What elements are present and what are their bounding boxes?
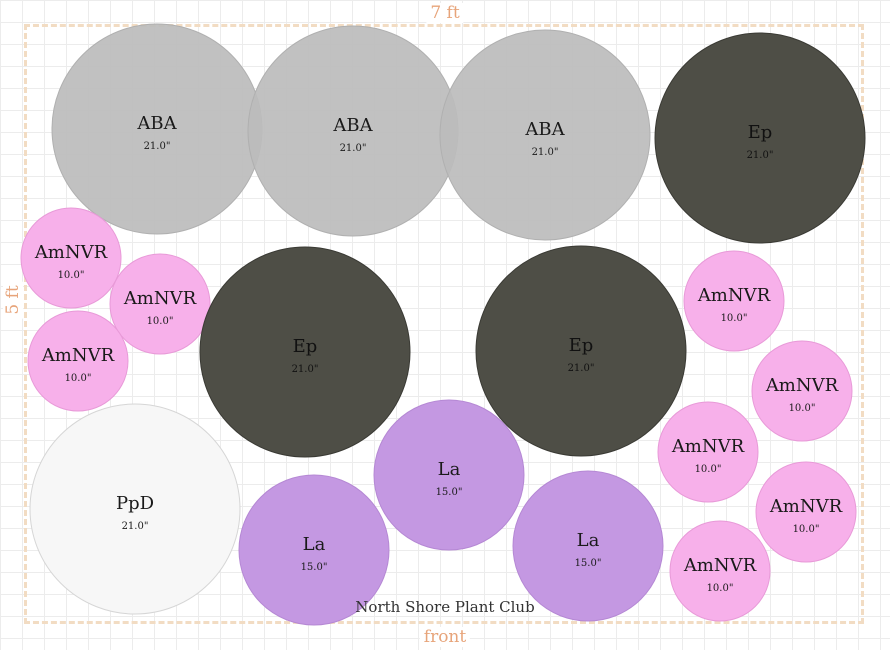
plant-circle[interactable]	[683, 250, 785, 352]
plant-circle[interactable]	[199, 246, 411, 458]
plant-circle[interactable]	[373, 399, 525, 551]
plant-code-label: AmNVR	[769, 496, 843, 517]
plant-ep[interactable]: Ep 21.0"	[199, 246, 411, 458]
plant-code-label: AmNVR	[683, 555, 757, 576]
plant-ep[interactable]: Ep 21.0"	[654, 32, 866, 244]
plant-circle[interactable]	[755, 461, 857, 563]
plant-code-label: AmNVR	[123, 288, 197, 309]
plant-size-label: 15.0"	[301, 562, 328, 573]
plant-amnvr[interactable]: AmNVR 10.0"	[20, 207, 122, 309]
plant-circle[interactable]	[751, 340, 853, 442]
plant-circle[interactable]	[475, 245, 687, 457]
plant-code-label: La	[438, 459, 461, 480]
bed-front-label: front	[419, 627, 471, 647]
plant-code-label: Ep	[748, 122, 773, 143]
plant-code-label: Ep	[293, 336, 318, 357]
plant-ppd[interactable]: PpD 21.0"	[29, 403, 241, 615]
plant-size-label: 10.0"	[65, 373, 92, 384]
plant-size-label: 21.0"	[292, 364, 319, 375]
plant-aba[interactable]: ABA 21.0"	[439, 29, 651, 241]
plant-size-label: 21.0"	[144, 141, 171, 152]
plant-circle[interactable]	[512, 470, 664, 622]
plant-aba[interactable]: ABA 21.0"	[51, 23, 263, 235]
plant-size-label: 10.0"	[721, 313, 748, 324]
plant-code-label: Ep	[569, 335, 594, 356]
plant-size-label: 10.0"	[793, 524, 820, 535]
plant-amnvr[interactable]: AmNVR 10.0"	[669, 520, 771, 622]
plant-amnvr[interactable]: AmNVR 10.0"	[109, 253, 211, 355]
plant-size-label: 21.0"	[532, 147, 559, 158]
plant-code-label: ABA	[332, 115, 373, 136]
plant-circle[interactable]	[27, 310, 129, 412]
plant-size-label: 21.0"	[340, 143, 367, 154]
plant-size-label: 10.0"	[147, 316, 174, 327]
plant-circle[interactable]	[654, 32, 866, 244]
club-name: North Shore Plant Club	[355, 598, 535, 616]
plant-ep[interactable]: Ep 21.0"	[475, 245, 687, 457]
plant-circle[interactable]	[439, 29, 651, 241]
plant-circle[interactable]	[657, 401, 759, 503]
plant-code-label: La	[577, 530, 600, 551]
plant-size-label: 21.0"	[122, 521, 149, 532]
plant-code-label: AmNVR	[41, 345, 115, 366]
plant-amnvr[interactable]: AmNVR 10.0"	[683, 250, 785, 352]
plant-size-label: 15.0"	[436, 487, 463, 498]
plant-size-label: 10.0"	[707, 583, 734, 594]
plant-size-label: 21.0"	[747, 150, 774, 161]
plant-size-label: 10.0"	[789, 403, 816, 414]
plant-code-label: ABA	[524, 119, 565, 140]
plant-size-label: 15.0"	[575, 558, 602, 569]
garden-bed-border	[24, 24, 864, 624]
plant-circle[interactable]	[109, 253, 211, 355]
plant-code-label: AmNVR	[34, 242, 108, 263]
plant-amnvr[interactable]: AmNVR 10.0"	[27, 310, 129, 412]
plant-amnvr[interactable]: AmNVR 10.0"	[657, 401, 759, 503]
plant-aba[interactable]: ABA 21.0"	[247, 25, 459, 237]
plant-size-label: 10.0"	[695, 464, 722, 475]
plant-amnvr[interactable]: AmNVR 10.0"	[751, 340, 853, 442]
plant-code-label: AmNVR	[671, 436, 745, 457]
plant-code-label: ABA	[136, 113, 177, 134]
plant-la[interactable]: La 15.0"	[238, 474, 390, 626]
bed-width-label: 7 ft	[426, 3, 464, 23]
plant-la[interactable]: La 15.0"	[512, 470, 664, 622]
plant-circle[interactable]	[669, 520, 771, 622]
plant-circle[interactable]	[20, 207, 122, 309]
plant-amnvr[interactable]: AmNVR 10.0"	[755, 461, 857, 563]
plant-la[interactable]: La 15.0"	[373, 399, 525, 551]
plant-size-label: 21.0"	[568, 363, 595, 374]
plant-circle[interactable]	[238, 474, 390, 626]
plant-code-label: PpD	[116, 493, 154, 514]
plant-code-label: AmNVR	[765, 375, 839, 396]
plant-circle[interactable]	[29, 403, 241, 615]
plant-size-label: 10.0"	[58, 270, 85, 281]
plant-code-label: La	[303, 534, 326, 555]
plant-code-label: AmNVR	[697, 285, 771, 306]
